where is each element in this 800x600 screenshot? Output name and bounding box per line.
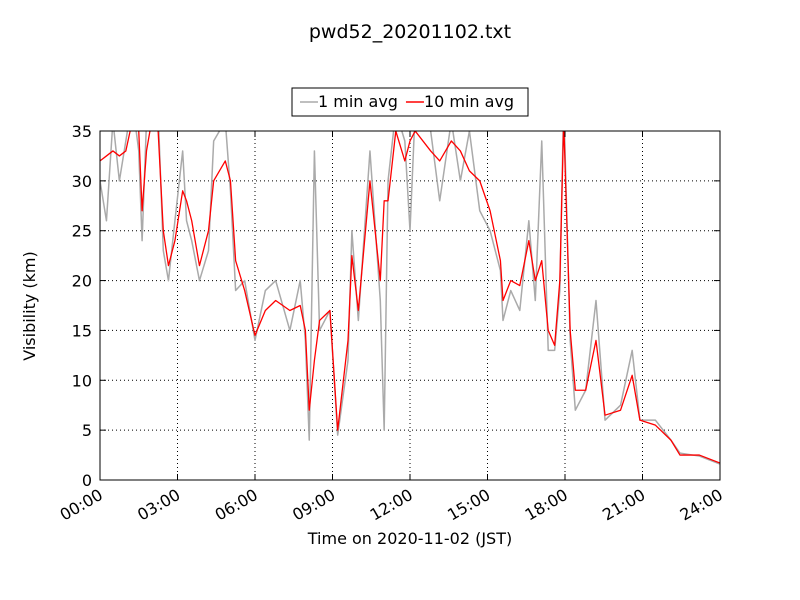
chart-title: pwd52_20201102.txt [309, 21, 511, 43]
y-tick-label: 25 [72, 222, 92, 241]
x-tick-label: 09:00 [289, 485, 338, 525]
y-axis-label: Visibility (km) [20, 251, 39, 360]
x-tick-label: 18:00 [522, 485, 571, 525]
legend-label: 1 min avg [318, 92, 398, 111]
x-tick-label: 24:00 [677, 485, 726, 525]
plot-lines [100, 131, 720, 465]
x-tick-label: 15:00 [444, 485, 493, 525]
ticks: 0 5 10 15 20 25 30 35 00:00 03:00 06:00 09:00 12:00 1… [57, 122, 726, 525]
legend: 1 min avg 10 min avg [291, 87, 529, 117]
x-tick-label: 06:00 [212, 485, 261, 525]
data-line [100, 131, 720, 464]
x-tick-label: 00:00 [57, 485, 106, 525]
legend-label: 10 min avg [424, 92, 514, 111]
y-tick-label: 20 [72, 272, 92, 291]
y-tick-label: 10 [72, 371, 92, 390]
x-axis-label: Time on 2020-11-02 (JST) [307, 529, 512, 548]
y-tick-label: 30 [72, 172, 92, 191]
x-tick-label: 03:00 [134, 485, 183, 525]
x-tick-label: 21:00 [599, 485, 648, 525]
y-tick-label: 5 [82, 421, 92, 440]
x-tick-label: 12:00 [367, 485, 416, 525]
y-tick-label: 0 [82, 471, 92, 490]
grid [99, 130, 721, 481]
y-tick-label: 15 [72, 321, 92, 340]
y-tick-label: 35 [72, 122, 92, 141]
